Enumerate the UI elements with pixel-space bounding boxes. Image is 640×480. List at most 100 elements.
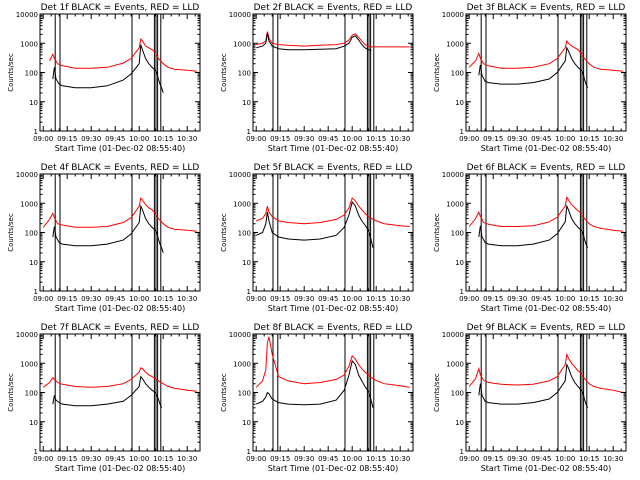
x-tick-label: 09:30 bbox=[294, 295, 314, 303]
y-tick-label: 1000 bbox=[233, 40, 251, 48]
x-tick-label: 09:45 bbox=[105, 135, 125, 143]
panel-title: Det 6f BLACK = Events, RED = LLD bbox=[467, 163, 626, 173]
y-tick-label: 10 bbox=[455, 99, 464, 107]
panel-title: Det 8f BLACK = Events, RED = LLD bbox=[254, 323, 413, 333]
x-tick-label: 09:00 bbox=[459, 135, 479, 143]
y-tick-label: 10 bbox=[29, 99, 38, 107]
x-tick-label: 09:00 bbox=[459, 295, 479, 303]
x-tick-label: 10:30 bbox=[390, 135, 410, 143]
y-tick-label: 100 bbox=[451, 390, 464, 398]
series-events-line bbox=[256, 33, 372, 52]
y-axis-label: Counts/sec bbox=[220, 213, 228, 252]
x-tick-label: 10:15 bbox=[153, 455, 173, 463]
detector-panel-3: Det 3f BLACK = Events, RED = LLD 1 10 100 10… bbox=[433, 3, 627, 153]
series-events-line bbox=[478, 46, 589, 88]
x-axis-label: Start Time (01-Dec-02 08:55:40) bbox=[55, 144, 186, 153]
x-axis-label: Start Time (01-Dec-02 08:55:40) bbox=[268, 144, 399, 153]
panel-title: Det 4f BLACK = Events, RED = LLD bbox=[41, 163, 200, 173]
x-axis-label: Start Time (01-Dec-02 08:55:40) bbox=[481, 464, 612, 473]
panel-title: Det 5f BLACK = Events, RED = LLD bbox=[254, 163, 413, 173]
x-tick-label: 10:30 bbox=[177, 295, 197, 303]
x-tick-label: 10:00 bbox=[342, 455, 362, 463]
y-tick-label: 1 bbox=[460, 288, 464, 296]
x-tick-label: 10:30 bbox=[603, 295, 623, 303]
x-tick-label: 10:15 bbox=[153, 295, 173, 303]
x-tick-label: 09:00 bbox=[246, 455, 266, 463]
panel-grid: Det 1f BLACK = Events, RED = LLD11010010… bbox=[7, 3, 627, 473]
series-events-line bbox=[52, 204, 164, 254]
y-axis-label: Counts/sec bbox=[433, 373, 441, 412]
x-tick-label: 10:00 bbox=[555, 295, 575, 303]
x-tick-label: 09:00 bbox=[33, 455, 53, 463]
x-tick-label: 09:15 bbox=[57, 295, 77, 303]
y-tick-label: 1000 bbox=[20, 200, 38, 208]
y-tick-label: 10000 bbox=[229, 11, 251, 19]
series-lld-line bbox=[255, 336, 410, 388]
y-axis-label: Counts/sec bbox=[7, 213, 15, 252]
x-tick-label: 10:00 bbox=[342, 295, 362, 303]
x-tick-label: 10:00 bbox=[129, 295, 149, 303]
x-tick-label: 09:45 bbox=[318, 295, 338, 303]
y-axis-label: Counts/sec bbox=[7, 53, 15, 92]
y-tick-label: 1 bbox=[34, 288, 38, 296]
detector-panel-9: Det 9f BLACK = Events, RED = LLD 1 10 100 10… bbox=[433, 323, 627, 473]
x-axis-label: Start Time (01-Dec-02 08:55:40) bbox=[481, 144, 612, 153]
panel-title: Det 9f BLACK = Events, RED = LLD bbox=[467, 323, 626, 333]
x-tick-label: 09:30 bbox=[294, 135, 314, 143]
y-tick-label: 10000 bbox=[229, 331, 251, 339]
x-tick-label: 09:45 bbox=[531, 295, 551, 303]
detector-panel-7: Det 7f BLACK = Events, RED = LLD 1 10 100 10… bbox=[7, 323, 201, 473]
x-tick-label: 09:15 bbox=[57, 135, 77, 143]
x-tick-label: 10:30 bbox=[603, 455, 623, 463]
x-tick-label: 09:00 bbox=[33, 295, 53, 303]
detector-panel-1: Det 1f BLACK = Events, RED = LLD 1 10 100 10… bbox=[7, 3, 201, 153]
x-tick-label: 09:45 bbox=[531, 135, 551, 143]
x-tick-label: 09:15 bbox=[270, 135, 290, 143]
y-tick-label: 1 bbox=[247, 448, 251, 456]
y-tick-label: 1 bbox=[34, 448, 38, 456]
x-tick-label: 10:00 bbox=[555, 455, 575, 463]
y-tick-label: 1000 bbox=[20, 360, 38, 368]
series-lld-line bbox=[49, 37, 197, 72]
y-axis-label: Counts/sec bbox=[220, 53, 228, 92]
x-tick-label: 10:15 bbox=[579, 455, 599, 463]
x-axis-label: Start Time (01-Dec-02 08:55:40) bbox=[55, 464, 186, 473]
x-tick-label: 09:30 bbox=[294, 455, 314, 463]
x-tick-label: 10:15 bbox=[579, 135, 599, 143]
series-lld-line bbox=[256, 197, 410, 227]
x-tick-label: 09:15 bbox=[57, 455, 77, 463]
y-axis-label: Counts/sec bbox=[7, 373, 15, 412]
x-tick-label: 10:15 bbox=[366, 135, 386, 143]
x-tick-label: 09:30 bbox=[507, 295, 527, 303]
y-tick-label: 1000 bbox=[20, 40, 38, 48]
x-tick-label: 09:00 bbox=[33, 135, 53, 143]
x-tick-label: 10:30 bbox=[390, 455, 410, 463]
series-events-line bbox=[52, 44, 164, 94]
x-tick-label: 09:30 bbox=[507, 135, 527, 143]
y-tick-label: 10000 bbox=[229, 171, 251, 179]
x-tick-label: 10:30 bbox=[177, 455, 197, 463]
panel-title: Det 2f BLACK = Events, RED = LLD bbox=[254, 3, 413, 13]
detector-panel-6: Det 6f BLACK = Events, RED = LLD 1 10 100 10… bbox=[433, 163, 627, 313]
y-tick-label: 1 bbox=[34, 128, 38, 136]
x-tick-label: 09:45 bbox=[318, 135, 338, 143]
x-tick-label: 09:15 bbox=[270, 455, 290, 463]
y-tick-label: 100 bbox=[238, 230, 251, 238]
series-lld-line bbox=[468, 195, 623, 232]
series-events-line bbox=[255, 200, 374, 248]
x-tick-label: 09:00 bbox=[246, 135, 266, 143]
x-axis-label: Start Time (01-Dec-02 08:55:40) bbox=[481, 304, 612, 313]
x-tick-label: 09:00 bbox=[246, 295, 266, 303]
y-tick-label: 1000 bbox=[446, 200, 464, 208]
detector-panel-8: Det 8f BLACK = Events, RED = LLD 1 10 100 10… bbox=[220, 323, 414, 473]
y-tick-label: 10000 bbox=[442, 11, 464, 19]
series-lld-line bbox=[468, 39, 623, 72]
y-tick-label: 100 bbox=[451, 70, 464, 78]
x-tick-label: 09:30 bbox=[81, 295, 101, 303]
x-tick-label: 10:30 bbox=[603, 135, 623, 143]
y-axis-label: Counts/sec bbox=[433, 53, 441, 92]
series-events-line bbox=[478, 204, 589, 248]
panel-title: Det 1f BLACK = Events, RED = LLD bbox=[41, 3, 200, 13]
y-tick-label: 10 bbox=[29, 259, 38, 267]
